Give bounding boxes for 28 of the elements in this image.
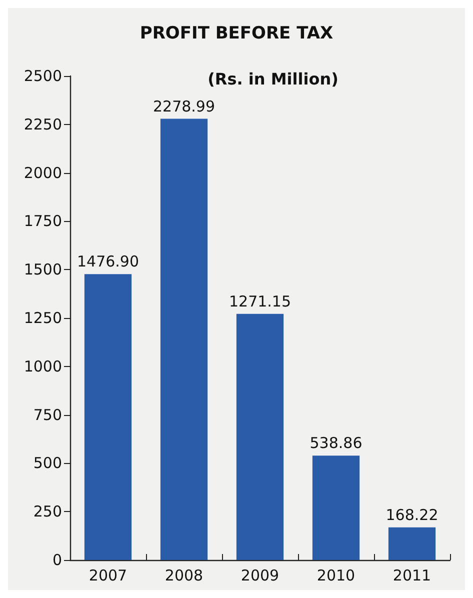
data-label: 1476.90 xyxy=(76,252,140,271)
bar xyxy=(160,118,208,560)
y-tick-label: 250 xyxy=(33,502,62,521)
bar xyxy=(388,527,436,560)
data-label: 2278.99 xyxy=(152,97,216,116)
y-tick-label: 1500 xyxy=(24,260,62,279)
y-tick-label: 1750 xyxy=(24,212,62,230)
y-tick-label: 1250 xyxy=(24,309,62,327)
data-label: 168.22 xyxy=(386,506,438,524)
y-tick-label: 750 xyxy=(33,406,62,424)
x-tick-label: 2010 xyxy=(316,566,356,584)
x-tick-label: 2009 xyxy=(240,566,280,584)
x-tick-label: 2008 xyxy=(164,566,204,584)
data-label: 1271.15 xyxy=(228,292,292,310)
bar xyxy=(84,274,132,560)
y-tick-label: 2250 xyxy=(24,115,62,134)
data-label: 538.86 xyxy=(310,434,362,452)
bar xyxy=(236,314,284,560)
y-tick-label: 1000 xyxy=(24,357,62,376)
y-tick-label: 500 xyxy=(33,454,62,472)
x-tick-label: 2007 xyxy=(88,566,128,584)
x-tick-label: 2011 xyxy=(392,566,432,584)
y-tick-label: 2500 xyxy=(24,67,62,85)
bar xyxy=(312,456,360,560)
y-tick-label: 2000 xyxy=(24,164,62,182)
y-tick-label: 0 xyxy=(52,551,62,569)
chart-subtitle: (Rs. in Million) xyxy=(208,70,338,88)
chart-title: PROFIT BEFORE TAX xyxy=(140,24,334,44)
